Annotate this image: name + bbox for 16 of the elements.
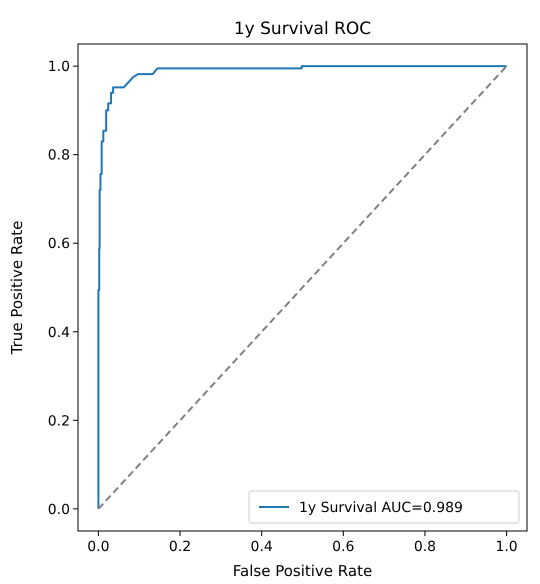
x-tick-label: 0.4 xyxy=(250,539,273,555)
x-tick-label: 0.0 xyxy=(87,539,110,555)
y-tick-label: 0.2 xyxy=(48,413,70,430)
x-axis-title: False Positive Rate xyxy=(232,562,372,580)
x-tick-label: 0.8 xyxy=(414,539,436,555)
x-tick-label: 1.0 xyxy=(495,539,518,555)
x-tick-label: 0.6 xyxy=(332,539,355,555)
legend-label: 1y Survival AUC=0.989 xyxy=(299,500,463,516)
y-tick-label: 0.8 xyxy=(48,148,70,164)
y-tick-label: 0.4 xyxy=(48,324,70,341)
x-tick-label: 0.2 xyxy=(168,539,192,555)
y-tick-label: 1.0 xyxy=(48,59,70,76)
chart-title: 1y Survival ROC xyxy=(234,19,372,39)
y-tick-label: 0.0 xyxy=(48,502,70,518)
y-tick-label: 0.6 xyxy=(48,236,70,252)
y-axis-title: True Positive Rate xyxy=(8,220,26,356)
